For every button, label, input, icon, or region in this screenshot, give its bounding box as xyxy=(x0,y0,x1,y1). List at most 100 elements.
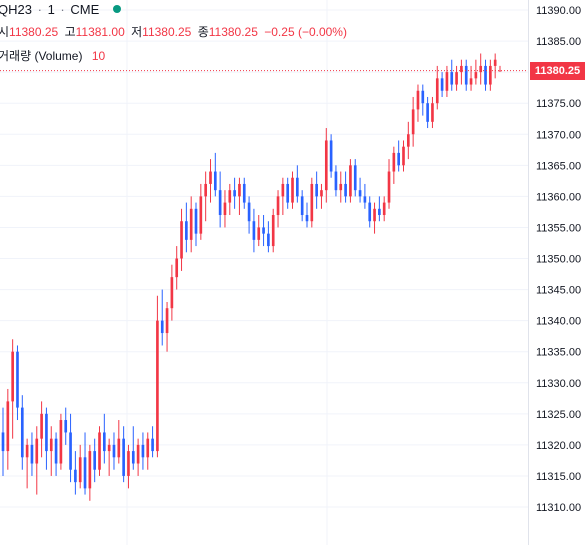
candle-body xyxy=(320,190,323,197)
candle-body xyxy=(136,444,140,464)
candle-body xyxy=(358,190,362,197)
high-value: 11381.00 xyxy=(75,25,125,39)
candle-body xyxy=(296,177,299,197)
low-value: 11380.25 xyxy=(142,25,192,39)
candle-body xyxy=(315,183,318,197)
candle-body xyxy=(74,469,77,483)
candle-body xyxy=(83,457,87,489)
candle-body xyxy=(122,438,125,476)
candle-body xyxy=(6,401,10,452)
candle-body xyxy=(20,407,24,458)
candle-body xyxy=(35,438,39,464)
candle-body xyxy=(300,196,304,216)
candle-body xyxy=(228,190,232,203)
candle-body xyxy=(78,457,82,483)
y-tick-label: 11340.00 xyxy=(536,316,581,328)
candle-body xyxy=(363,196,367,203)
candle-body xyxy=(30,444,34,464)
candle-body xyxy=(460,65,463,73)
candle-body xyxy=(373,208,376,222)
candle-body xyxy=(117,438,121,458)
candle-body xyxy=(257,227,261,240)
candle-body xyxy=(127,451,130,476)
candle-body xyxy=(11,351,14,402)
symbol-name[interactable]: QH23 xyxy=(0,2,32,17)
candle-body xyxy=(382,202,386,216)
y-tick-label: 11325.00 xyxy=(536,409,581,421)
y-tick-label: 11390.00 xyxy=(536,5,581,17)
candle-body xyxy=(165,308,169,334)
candle-body xyxy=(175,258,179,278)
candle-body xyxy=(146,438,150,458)
candle-body xyxy=(484,65,487,85)
candle-body xyxy=(180,221,183,259)
candle-body xyxy=(170,277,174,309)
candle-body xyxy=(498,70,502,72)
candle-body xyxy=(107,444,111,452)
candle-body xyxy=(479,65,483,73)
y-tick-label: 11360.00 xyxy=(536,191,581,203)
candle-body xyxy=(344,183,347,197)
y-tick-label: 11320.00 xyxy=(536,440,581,452)
candle-body xyxy=(238,183,241,197)
y-tick-label: 11370.00 xyxy=(536,129,581,141)
candle-body xyxy=(368,202,372,222)
candle-body xyxy=(242,183,246,203)
candle-body xyxy=(247,202,251,222)
y-tick-label: 11365.00 xyxy=(536,160,581,172)
y-tick-label: 11310.00 xyxy=(536,502,581,514)
candle-body xyxy=(329,140,333,172)
candle-body xyxy=(286,183,290,203)
candle-body xyxy=(489,65,492,85)
candle-body xyxy=(445,72,449,91)
volume-row: 거래량 (Volume) 10 xyxy=(0,47,105,64)
candle-body xyxy=(185,221,188,240)
candle-body xyxy=(151,438,154,452)
low-label: 저 xyxy=(131,25,143,39)
candle-body xyxy=(353,165,357,191)
candle-body xyxy=(103,432,106,452)
candle-body xyxy=(402,146,405,166)
candle-body xyxy=(435,78,439,104)
candle-body xyxy=(262,227,265,234)
open-value: 11380.25 xyxy=(9,25,59,39)
candle-body xyxy=(252,221,256,240)
candle-body xyxy=(276,196,280,216)
candle-body xyxy=(291,177,294,203)
y-tick-label: 11335.00 xyxy=(536,347,581,359)
candle-body xyxy=(98,432,101,470)
symbol-row: QH23 · 1 · CME xyxy=(0,2,121,17)
candle-body xyxy=(218,190,222,216)
candle-body xyxy=(469,78,473,85)
candle-body xyxy=(141,444,145,458)
close-value: 11380.25 xyxy=(208,25,258,39)
candle-body xyxy=(25,444,29,458)
candle-body xyxy=(421,90,425,104)
candle-body xyxy=(464,65,468,85)
y-tick-label: 11330.00 xyxy=(536,378,581,390)
volume-value: 10 xyxy=(91,49,106,63)
y-tick-label: 11345.00 xyxy=(536,285,581,297)
volume-label[interactable]: 거래량 (Volume) xyxy=(0,49,83,63)
candle-body xyxy=(349,165,352,197)
candle-body xyxy=(223,202,227,216)
open-label: 시 xyxy=(0,25,10,39)
candle-body xyxy=(334,171,338,191)
candle-body xyxy=(397,152,400,166)
candle-body xyxy=(392,152,396,172)
market-status-icon[interactable] xyxy=(112,5,121,13)
candle-body xyxy=(16,351,19,408)
candle-body xyxy=(131,451,135,464)
candle-body xyxy=(493,59,497,66)
candle-body xyxy=(199,196,203,234)
candle-body xyxy=(416,90,420,110)
y-tick-label: 11315.00 xyxy=(536,471,581,483)
candle-body xyxy=(455,72,458,85)
change-value: −0.25 (−0.00%) xyxy=(264,25,347,39)
interval[interactable]: 1 xyxy=(47,2,55,17)
candle-body xyxy=(387,171,391,203)
candle-body xyxy=(93,451,97,470)
candle-body xyxy=(378,208,381,216)
